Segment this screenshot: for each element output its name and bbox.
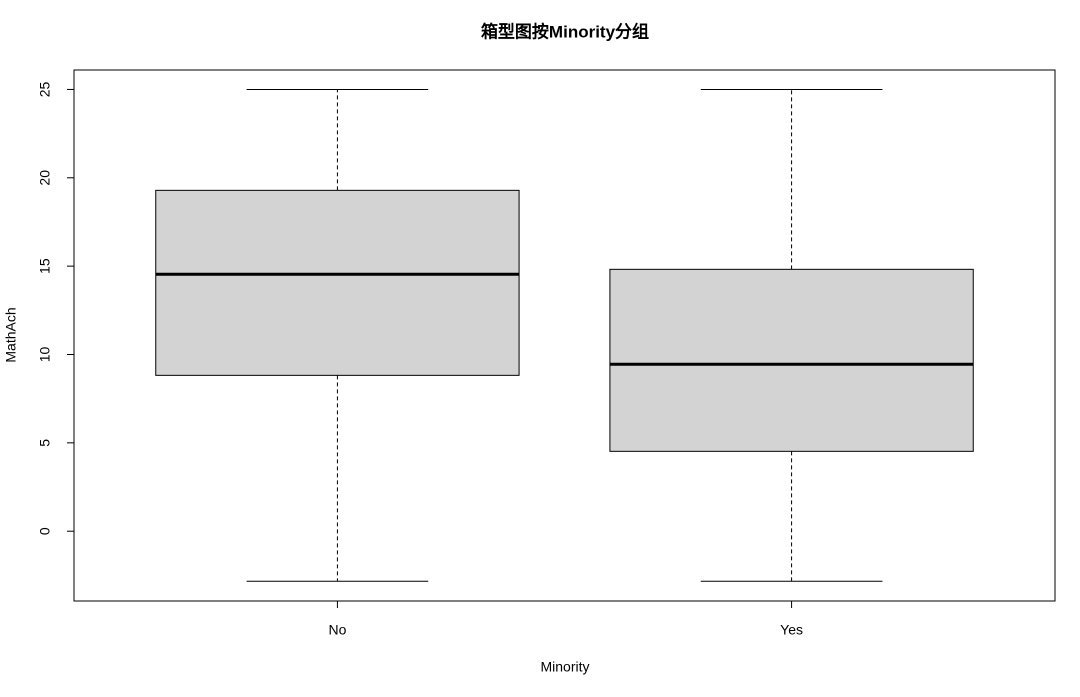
y-tick-label: 25 — [37, 81, 53, 97]
y-tick-label: 15 — [37, 258, 53, 274]
box — [609, 268, 974, 452]
plot-frame — [73, 69, 1056, 602]
x-axis-label: Minority — [540, 659, 589, 675]
y-tick-label: 20 — [37, 170, 53, 186]
chart-title: 箱型图按Minority分组 — [481, 21, 649, 41]
box — [155, 189, 520, 376]
y-tick-label: 10 — [37, 346, 53, 362]
y-tick-label: 5 — [37, 439, 53, 447]
y-tick-label: 0 — [37, 527, 53, 535]
x-tick-label: Yes — [780, 622, 803, 638]
x-tick-label: No — [328, 622, 346, 638]
y-axis-label: MathAch — [3, 307, 19, 362]
